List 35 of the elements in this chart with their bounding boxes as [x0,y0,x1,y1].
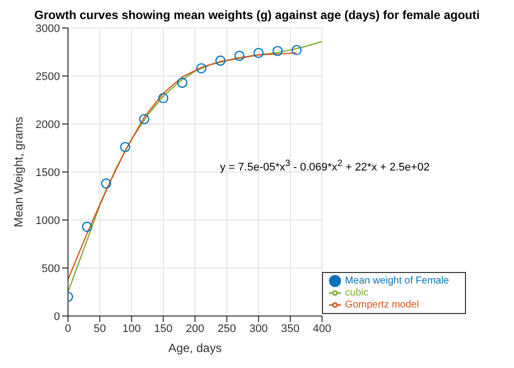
x-tick-label: 50 [94,322,106,335]
point [120,142,130,152]
chart-title: Growth curves showing mean weights (g) against age (days) for female agouti [33,8,481,24]
x-tick-label: 400 [312,322,332,335]
y-tick-label: 0 [54,310,60,323]
point [234,50,245,61]
y-tick-label: 500 [42,262,60,275]
point [215,56,226,66]
x-axis-title: Age, days [168,341,222,355]
point [158,92,168,104]
annotation: y = 7.5e-05*x$^{3}$ - 0.069*x$^{2}$ + 22*x + 2.5e+02 [220,158,430,174]
point [101,178,112,189]
y-tick-label: 2500 [36,70,60,83]
y-tick-label: 1500 [36,166,60,179]
x-tick-label: 100 [122,322,141,335]
point [82,222,92,232]
point [292,44,302,56]
legend-label: cubic [345,288,368,299]
x-tick-label: 300 [249,322,268,335]
point [196,63,206,74]
y-tick-label: 1000 [36,214,60,227]
point [253,48,264,58]
x-tick-label: 150 [154,322,172,335]
x-tick-label: 0 [64,322,72,335]
y-axis-title: Mean Weight, grams [11,116,26,228]
point [177,78,188,88]
x-tick-label: 200 [186,322,204,335]
point [272,46,283,56]
legend-label: Mean weight of Female [345,276,449,287]
x-tick-label: 350 [281,322,300,335]
y-tick-label: 3000 [36,22,60,35]
y-tick-label: 2000 [36,118,60,131]
legend-label: Gompertz model [345,300,419,311]
point [139,114,150,124]
x-tick-label: 250 [218,322,236,335]
